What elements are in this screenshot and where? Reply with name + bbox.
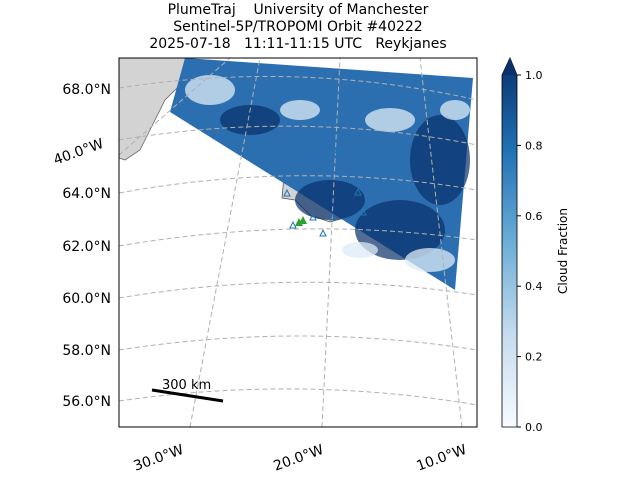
lat-label: 60.0°N: [62, 291, 111, 307]
colorbar-tick-label: 1.0: [525, 69, 543, 82]
lat-label: 68.0°N: [62, 82, 111, 98]
title-line: PlumeTraj University of Manchester: [168, 2, 429, 18]
lon-label: 20.0°W: [271, 442, 325, 475]
colorbar-tick-label: 0.0: [525, 421, 543, 434]
lon-label: 10.0°W: [414, 442, 468, 475]
lat-label: 56.0°N: [62, 394, 111, 410]
colorbar: Cloud Fraction 0.0 0.2 0.4 0.6 0.8 1.0: [501, 57, 570, 434]
lat-label: 58.0°N: [62, 343, 111, 359]
colorbar-tick-label: 0.4: [525, 280, 543, 293]
title-line: 2025-07-18 11:11-11:15 UTC Reykjanes: [149, 36, 446, 52]
scale-bar-label: 300 km: [162, 378, 211, 393]
colorbar-tick-label: 0.6: [525, 210, 543, 223]
map-area: 300 km: [119, 58, 477, 427]
lat-label: 64.0°N: [62, 186, 111, 202]
lon-label: 40.0°W: [51, 136, 105, 169]
map-frame: [118, 57, 478, 428]
lat-labels: 68.0°N 64.0°N 62.0°N 60.0°N 58.0°N 56.0°…: [62, 82, 111, 410]
colorbar-tick-label: 0.2: [525, 351, 543, 364]
colorbar-tick-label: 0.8: [525, 139, 543, 152]
lon-label: 30.0°W: [131, 442, 185, 475]
title-line: Sentinel-5P/TROPOMI Orbit #40222: [173, 19, 422, 35]
lat-label: 62.0°N: [62, 239, 111, 255]
colorbar-label: Cloud Fraction: [556, 208, 570, 294]
